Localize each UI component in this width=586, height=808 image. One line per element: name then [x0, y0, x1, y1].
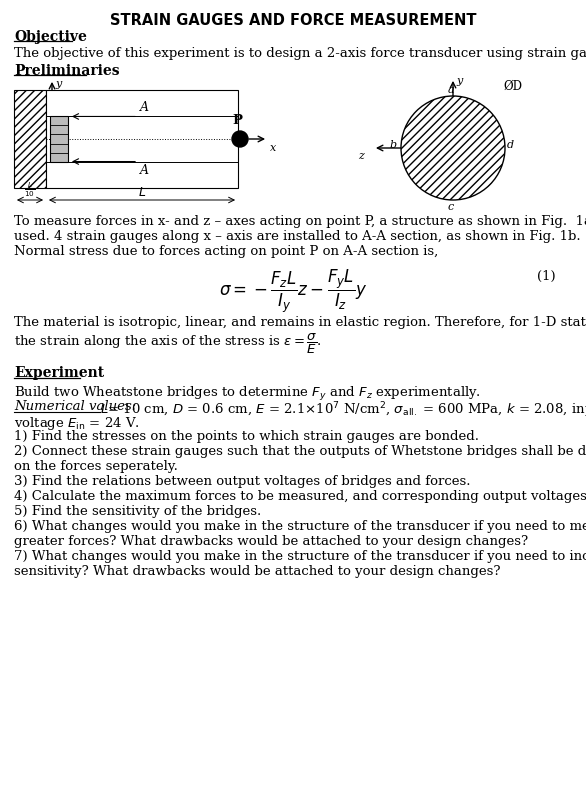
Text: $\sigma = -\dfrac{F_z L}{I_y}z - \dfrac{F_y L}{I_z}y$: $\sigma = -\dfrac{F_z L}{I_y}z - \dfrac{… — [219, 268, 367, 315]
Text: The objective of this experiment is to design a 2-axis force transducer using st: The objective of this experiment is to d… — [14, 47, 586, 60]
Text: P: P — [232, 114, 242, 127]
Text: used. 4 strain gauges along x – axis are installed to A-A section, as shown in F: used. 4 strain gauges along x – axis are… — [14, 230, 581, 243]
Text: Normal stress due to forces acting on point P on A-A section is,: Normal stress due to forces acting on po… — [14, 245, 438, 258]
Text: y: y — [55, 79, 62, 89]
Bar — [14, 90, 46, 188]
Text: 6) What changes would you make in the structure of the transducer if you need to: 6) What changes would you make in the st… — [14, 520, 586, 533]
Text: the strain along the axis of the stress is $\varepsilon = \dfrac{\sigma}{E}$.: the strain along the axis of the stress … — [14, 332, 322, 356]
Text: The material is isotropic, linear, and remains in elastic region. Therefore, for: The material is isotropic, linear, and r… — [14, 316, 586, 329]
Text: 1) Find the stresses on the points to which strain gauges are bonded.: 1) Find the stresses on the points to wh… — [14, 430, 479, 443]
Text: c: c — [448, 202, 454, 212]
Text: 4) Calculate the maximum forces to be measured, and corresponding output voltage: 4) Calculate the maximum forces to be me… — [14, 490, 586, 503]
Text: Experiment: Experiment — [14, 366, 104, 380]
Text: sensitivity? What drawbacks would be attached to your design changes?: sensitivity? What drawbacks would be att… — [14, 565, 500, 578]
Text: Numerical values:: Numerical values: — [14, 400, 141, 413]
Text: a: a — [448, 85, 454, 95]
Text: Build two Wheatstone bridges to determine $F_y$ and $F_z$ experimentally.: Build two Wheatstone bridges to determin… — [14, 385, 481, 403]
Text: $L$: $L$ — [138, 186, 146, 199]
Text: on the forces seperately.: on the forces seperately. — [14, 460, 178, 473]
Text: voltage $E_{\rm in}$ = 24 V.: voltage $E_{\rm in}$ = 24 V. — [14, 415, 140, 432]
Text: b: b — [390, 140, 397, 150]
Text: $L$= 10 cm, $D$ = 0.6 cm, $E$ = 2.1$\times$10$^7$ N/cm$^2$, $\sigma_{\rm all.}$ : $L$= 10 cm, $D$ = 0.6 cm, $E$ = 2.1$\tim… — [100, 400, 586, 419]
Text: To measure forces in x- and z – axes acting on point P, a structure as shown in : To measure forces in x- and z – axes act… — [14, 215, 586, 228]
Text: y: y — [456, 76, 462, 86]
Text: x: x — [270, 143, 276, 153]
Circle shape — [401, 96, 505, 200]
Text: Objective: Objective — [14, 30, 87, 44]
Text: 3) Find the relations between output voltages of bridges and forces.: 3) Find the relations between output vol… — [14, 475, 471, 488]
Text: A: A — [140, 163, 149, 176]
Bar — [46, 90, 238, 188]
Circle shape — [232, 131, 248, 147]
Text: 5) Find the sensitivity of the bridges.: 5) Find the sensitivity of the bridges. — [14, 505, 261, 518]
Bar — [50, 116, 68, 162]
Text: greater forces? What drawbacks would be attached to your design changes?: greater forces? What drawbacks would be … — [14, 535, 528, 548]
Text: Preliminaries: Preliminaries — [14, 64, 120, 78]
Text: ØD: ØD — [503, 80, 522, 93]
Text: 7) What changes would you make in the structure of the transducer if you need to: 7) What changes would you make in the st… — [14, 550, 586, 563]
Text: $\frac{L}{10}$: $\frac{L}{10}$ — [25, 180, 36, 199]
Text: A: A — [140, 102, 149, 115]
Text: z: z — [358, 151, 364, 161]
Text: d: d — [507, 140, 514, 150]
Text: STRAIN GAUGES AND FORCE MEASUREMENT: STRAIN GAUGES AND FORCE MEASUREMENT — [110, 13, 476, 28]
Text: 2) Connect these strain gauges such that the outputs of Whetstone bridges shall : 2) Connect these strain gauges such that… — [14, 445, 586, 458]
Text: (1): (1) — [537, 270, 556, 283]
